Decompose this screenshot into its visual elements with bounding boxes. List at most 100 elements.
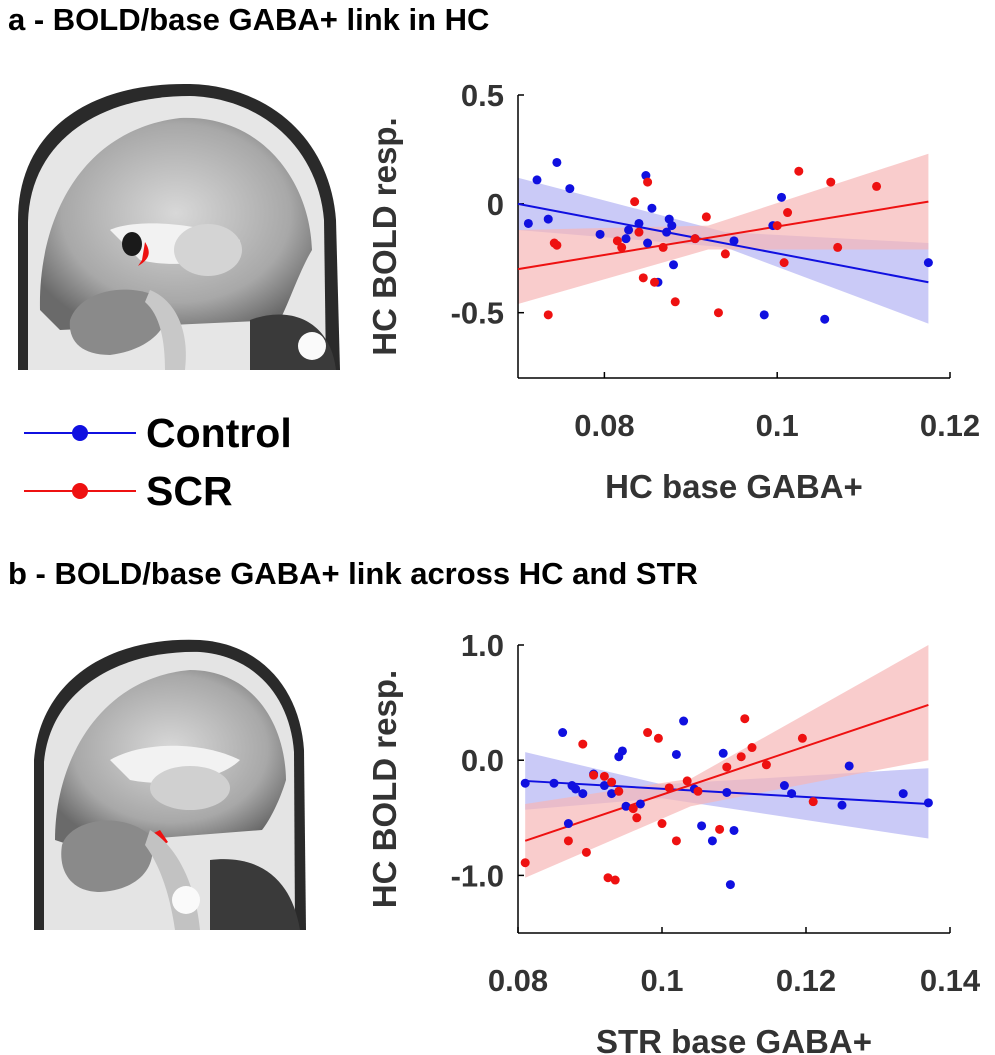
legend-marker-control <box>20 423 140 443</box>
data-point-scr <box>638 273 648 283</box>
data-point-scr <box>632 813 642 823</box>
ci-band-scr <box>525 645 929 878</box>
data-point-scr <box>671 836 681 846</box>
data-point-control <box>923 258 933 268</box>
data-point-scr <box>563 836 573 846</box>
data-point-scr <box>772 221 782 231</box>
data-point-scr <box>658 242 668 252</box>
x-axis-label: STR base GABA+ <box>596 1023 872 1055</box>
data-point-control <box>729 236 739 246</box>
data-point-scr <box>628 804 638 814</box>
data-point-scr <box>589 770 599 780</box>
data-point-scr <box>614 786 624 796</box>
data-point-scr <box>736 752 746 762</box>
data-point-control <box>563 819 573 829</box>
data-point-scr <box>657 819 667 829</box>
data-point-control <box>923 798 933 808</box>
legend-marker-scr <box>20 481 140 501</box>
data-point-control <box>777 192 787 202</box>
data-point-control <box>643 238 653 248</box>
data-point-scr <box>808 797 818 807</box>
data-point-control <box>571 784 581 794</box>
data-point-scr <box>713 308 723 318</box>
data-point-control <box>634 218 644 228</box>
data-point-scr <box>599 771 609 781</box>
data-point-control <box>543 214 553 224</box>
x-tick-label: 0.14 <box>920 963 981 998</box>
legend: Control SCR <box>20 404 292 520</box>
data-point-scr <box>826 177 836 187</box>
data-point-control <box>722 787 732 797</box>
data-point-control <box>523 218 533 228</box>
legend-label-control: Control <box>146 409 292 456</box>
data-point-control <box>578 789 588 799</box>
data-point-control <box>617 746 627 756</box>
y-tick-label: 1.0 <box>461 628 504 663</box>
data-point-control <box>607 789 617 799</box>
x-tick-label: 0.12 <box>920 408 980 443</box>
x-tick-label: 0.12 <box>776 963 836 998</box>
legend-label-scr: SCR <box>146 467 233 514</box>
y-tick-label: 0 <box>487 187 504 222</box>
data-point-scr <box>740 714 750 724</box>
data-point-control <box>662 227 672 237</box>
data-point-control <box>707 836 717 846</box>
panel-a-title: a - BOLD/base GABA+ link in HC <box>8 2 490 37</box>
data-point-control <box>558 728 568 738</box>
data-point-scr <box>794 166 804 176</box>
y-tick-label: 0.0 <box>461 743 504 778</box>
data-point-scr <box>715 824 725 834</box>
y-tick-label: -1.0 <box>451 858 504 893</box>
data-point-scr <box>761 760 771 770</box>
legend-item-control: Control <box>20 404 292 462</box>
ci-band-scr <box>518 153 929 304</box>
data-point-control <box>669 260 679 270</box>
data-point-scr <box>682 776 692 786</box>
data-point-scr <box>578 739 588 749</box>
data-point-control <box>679 716 689 726</box>
data-point-control <box>624 225 634 235</box>
data-point-control <box>635 799 645 809</box>
data-point-control <box>898 789 908 799</box>
roi-highlight <box>138 242 149 266</box>
data-point-control <box>520 778 530 788</box>
data-point-control <box>718 748 728 758</box>
data-point-scr <box>722 762 732 772</box>
data-point-scr <box>720 249 730 259</box>
data-point-scr <box>664 783 674 793</box>
data-point-scr <box>607 777 617 787</box>
data-point-scr <box>643 728 653 738</box>
data-point-scr <box>872 181 882 191</box>
data-point-scr <box>653 733 663 743</box>
data-point-control <box>667 221 677 231</box>
data-point-control <box>725 880 735 890</box>
data-point-control <box>837 800 847 810</box>
data-point-scr <box>693 786 703 796</box>
x-axis-label: HC base GABA+ <box>605 468 863 505</box>
data-point-scr <box>610 875 620 885</box>
x-tick-label: 0.08 <box>488 963 548 998</box>
fit-line-control <box>517 202 929 284</box>
data-point-scr <box>747 743 757 753</box>
data-point-scr <box>552 240 562 250</box>
data-point-control <box>621 234 631 244</box>
data-point-scr <box>543 310 553 320</box>
data-point-control <box>552 157 562 167</box>
data-point-control <box>599 781 609 791</box>
data-point-scr <box>603 873 613 883</box>
y-axis-label: HC BOLD resp. <box>366 670 403 908</box>
data-point-control <box>565 184 575 194</box>
data-point-scr <box>520 858 530 868</box>
data-point-scr <box>833 242 843 252</box>
chart-b: -1.0 0.0 1.0 0.08 0.1 0.12 0.14 STR base GABA+ H… <box>366 628 981 1055</box>
data-point-control <box>844 761 854 771</box>
data-point-control <box>697 821 707 831</box>
data-point-control <box>671 749 681 759</box>
data-point-scr <box>670 297 680 307</box>
brain-sagittal-image-a <box>18 83 340 370</box>
data-point-scr <box>612 236 622 246</box>
data-point-scr <box>797 733 807 743</box>
x-tick-label: 0.08 <box>574 408 634 443</box>
data-point-control <box>595 229 605 239</box>
x-tick-label: 0.1 <box>640 963 683 998</box>
